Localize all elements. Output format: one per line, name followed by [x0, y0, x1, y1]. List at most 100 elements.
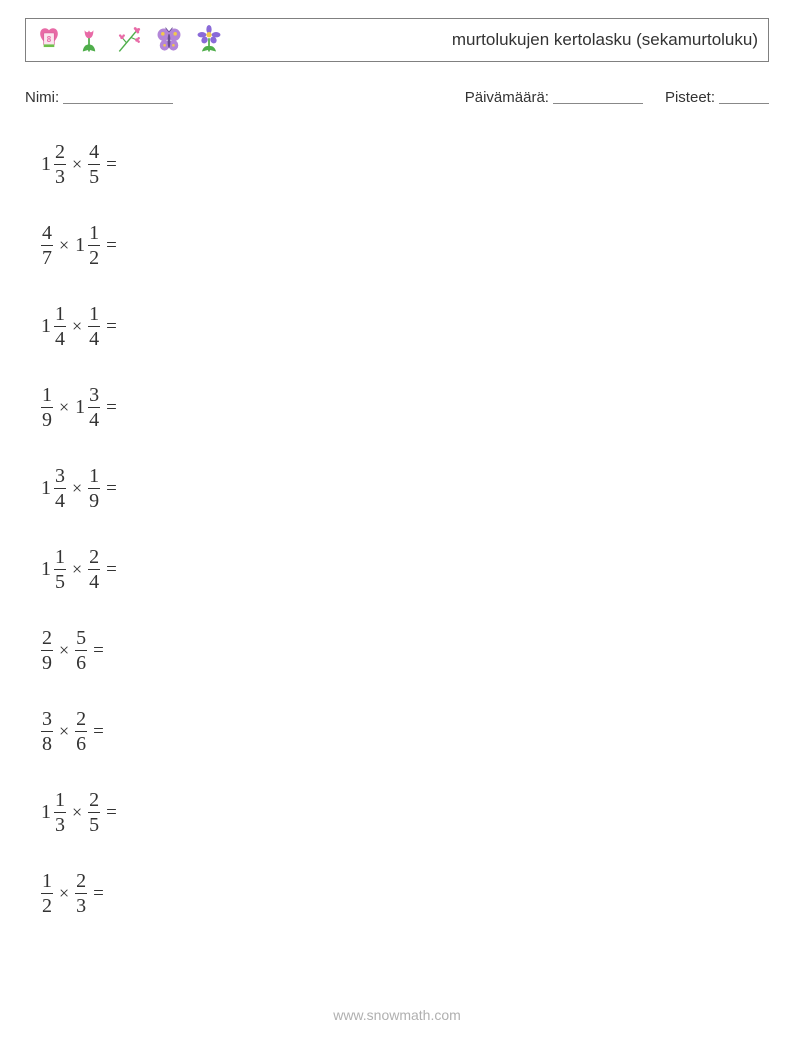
- fraction-b: 56: [75, 628, 87, 673]
- denominator: 5: [88, 164, 100, 187]
- equals-sign: =: [100, 802, 117, 824]
- denominator: 4: [54, 326, 66, 349]
- fraction: 45: [88, 142, 100, 187]
- problem-row: 29×56=: [41, 628, 769, 673]
- denominator: 4: [88, 407, 100, 430]
- fraction: 25: [88, 790, 100, 835]
- fraction-a: 12: [41, 871, 53, 916]
- numerator: 3: [41, 709, 53, 731]
- fraction: 26: [75, 709, 87, 754]
- denominator: 9: [41, 407, 53, 430]
- fraction-b: 24: [88, 547, 100, 592]
- fraction: 19: [41, 385, 53, 430]
- equals-sign: =: [87, 883, 104, 905]
- worksheet-page: 8: [0, 0, 794, 1053]
- score-label: Pisteet:: [665, 89, 715, 106]
- whole-number: 1: [41, 477, 52, 500]
- denominator: 4: [88, 326, 100, 349]
- footer-link: www.snowmath.com: [0, 1007, 794, 1023]
- fraction: 23: [54, 142, 66, 187]
- numerator: 1: [88, 466, 100, 488]
- denominator: 6: [75, 731, 87, 754]
- denominator: 6: [75, 650, 87, 673]
- fraction: 29: [41, 628, 53, 673]
- denominator: 3: [54, 164, 66, 187]
- date-label: Päivämäärä:: [465, 89, 549, 106]
- score-blank[interactable]: [719, 88, 769, 104]
- denominator: 7: [41, 245, 53, 268]
- numerator: 4: [41, 223, 53, 245]
- numerator: 1: [54, 304, 66, 326]
- fraction: 13: [54, 790, 66, 835]
- numerator: 1: [54, 547, 66, 569]
- info-row: Nimi: Päivämäärä: Pisteet:: [25, 86, 769, 106]
- march8-calendar-icon: 8: [32, 23, 66, 57]
- fraction-b: 134: [75, 385, 100, 430]
- multiply-operator: ×: [53, 397, 75, 418]
- fraction: 34: [88, 385, 100, 430]
- butterfly-icon: [152, 23, 186, 57]
- fraction-b: 23: [75, 871, 87, 916]
- fraction: 23: [75, 871, 87, 916]
- numerator: 1: [88, 223, 100, 245]
- equals-sign: =: [100, 397, 117, 419]
- numerator: 3: [54, 466, 66, 488]
- numerator: 2: [54, 142, 66, 164]
- numerator: 2: [41, 628, 53, 650]
- numerator: 3: [88, 385, 100, 407]
- equals-sign: =: [100, 235, 117, 257]
- purple-flower-icon: [192, 23, 226, 57]
- fraction: 38: [41, 709, 53, 754]
- fraction-a: 38: [41, 709, 53, 754]
- multiply-operator: ×: [53, 883, 75, 904]
- denominator: 9: [41, 650, 53, 673]
- equals-sign: =: [100, 478, 117, 500]
- denominator: 2: [41, 893, 53, 916]
- whole-number: 1: [41, 558, 52, 581]
- header-icons: 8: [32, 23, 226, 57]
- problem-row: 47×112=: [41, 223, 769, 268]
- fraction-a: 114: [41, 304, 66, 349]
- equals-sign: =: [100, 559, 117, 581]
- numerator: 1: [88, 304, 100, 326]
- name-label: Nimi:: [25, 89, 59, 106]
- date-blank[interactable]: [553, 88, 643, 104]
- fraction: 47: [41, 223, 53, 268]
- multiply-operator: ×: [66, 478, 88, 499]
- multiply-operator: ×: [66, 802, 88, 823]
- fraction: 24: [88, 547, 100, 592]
- denominator: 4: [88, 569, 100, 592]
- header-box: 8: [25, 18, 769, 62]
- fraction-a: 115: [41, 547, 66, 592]
- denominator: 4: [54, 488, 66, 511]
- fraction-b: 19: [88, 466, 100, 511]
- fraction-a: 134: [41, 466, 66, 511]
- denominator: 5: [54, 569, 66, 592]
- multiply-operator: ×: [53, 640, 75, 661]
- numerator: 5: [75, 628, 87, 650]
- problem-row: 123×45=: [41, 142, 769, 187]
- denominator: 2: [88, 245, 100, 268]
- problem-row: 114×14=: [41, 304, 769, 349]
- worksheet-title: murtolukujen kertolasku (sekamurtoluku): [452, 30, 758, 50]
- fraction-b: 112: [75, 223, 100, 268]
- problem-row: 115×24=: [41, 547, 769, 592]
- fraction-a: 113: [41, 790, 66, 835]
- fraction-a: 123: [41, 142, 66, 187]
- numerator: 2: [88, 547, 100, 569]
- problem-row: 38×26=: [41, 709, 769, 754]
- fraction-a: 29: [41, 628, 53, 673]
- multiply-operator: ×: [53, 721, 75, 742]
- flower-branch-icon: [112, 23, 146, 57]
- name-blank[interactable]: [63, 88, 173, 104]
- multiply-operator: ×: [66, 154, 88, 175]
- multiply-operator: ×: [66, 559, 88, 580]
- equals-sign: =: [100, 154, 117, 176]
- whole-number: 1: [75, 234, 86, 257]
- fraction: 12: [41, 871, 53, 916]
- fraction: 56: [75, 628, 87, 673]
- denominator: 3: [54, 812, 66, 835]
- problem-row: 19×134=: [41, 385, 769, 430]
- name-field: Nimi:: [25, 86, 465, 106]
- date-score-group: Päivämäärä: Pisteet:: [465, 86, 769, 106]
